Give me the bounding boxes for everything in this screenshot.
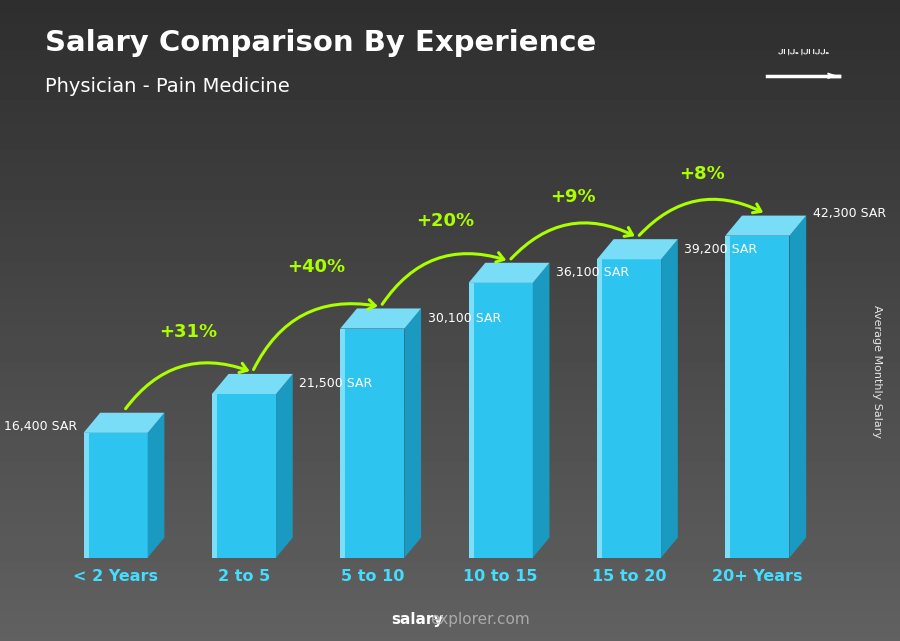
Polygon shape xyxy=(212,394,217,558)
Polygon shape xyxy=(725,236,789,558)
Text: +31%: +31% xyxy=(159,323,217,341)
Text: Average Monthly Salary: Average Monthly Salary xyxy=(872,305,883,438)
Text: Physician - Pain Medicine: Physician - Pain Medicine xyxy=(45,77,290,96)
Polygon shape xyxy=(276,374,292,558)
Polygon shape xyxy=(212,394,276,558)
Polygon shape xyxy=(725,236,731,558)
Text: Salary Comparison By Experience: Salary Comparison By Experience xyxy=(45,29,596,57)
Text: 39,200 SAR: 39,200 SAR xyxy=(684,243,758,256)
Polygon shape xyxy=(84,433,148,558)
Polygon shape xyxy=(469,263,550,283)
Polygon shape xyxy=(340,329,346,558)
Text: 21,500 SAR: 21,500 SAR xyxy=(299,378,373,390)
Polygon shape xyxy=(725,215,806,236)
Text: +8%: +8% xyxy=(679,165,725,183)
Polygon shape xyxy=(148,413,165,558)
Polygon shape xyxy=(212,374,292,394)
Polygon shape xyxy=(340,308,421,329)
Text: 36,100 SAR: 36,100 SAR xyxy=(556,266,629,279)
Text: لا إله إلا الله: لا إله إلا الله xyxy=(778,48,829,54)
Text: explorer.com: explorer.com xyxy=(430,612,530,627)
Text: +20%: +20% xyxy=(416,212,474,230)
Polygon shape xyxy=(789,215,806,558)
Polygon shape xyxy=(404,308,421,558)
Polygon shape xyxy=(469,283,533,558)
Text: 16,400 SAR: 16,400 SAR xyxy=(4,420,77,433)
Polygon shape xyxy=(84,433,88,558)
Polygon shape xyxy=(597,260,662,558)
Polygon shape xyxy=(662,239,678,558)
Polygon shape xyxy=(469,283,473,558)
Text: 30,100 SAR: 30,100 SAR xyxy=(428,312,500,325)
Text: +40%: +40% xyxy=(287,258,346,276)
Text: salary: salary xyxy=(392,612,444,627)
Polygon shape xyxy=(597,260,602,558)
Text: +9%: +9% xyxy=(551,188,596,206)
Polygon shape xyxy=(597,239,678,260)
Polygon shape xyxy=(84,413,165,433)
Polygon shape xyxy=(340,329,404,558)
Text: 42,300 SAR: 42,300 SAR xyxy=(813,207,886,221)
Polygon shape xyxy=(533,263,550,558)
